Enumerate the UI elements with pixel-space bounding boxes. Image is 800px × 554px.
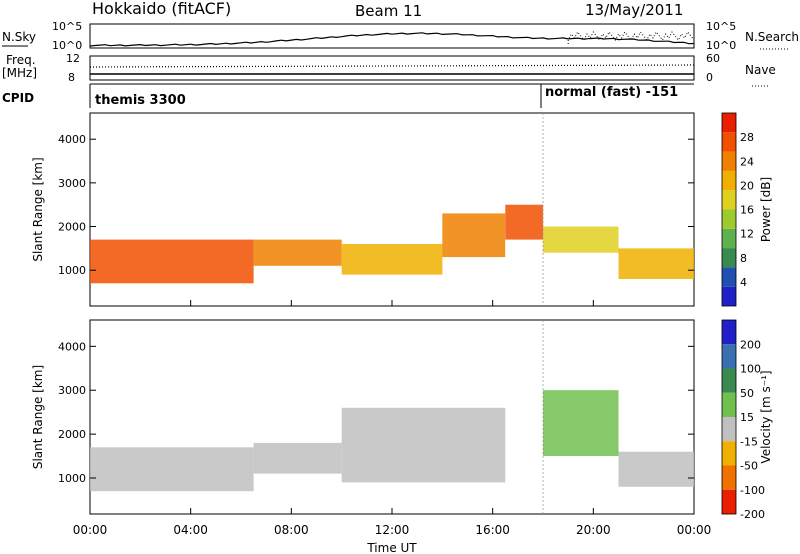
power-colorbar-tick: 20	[740, 179, 754, 192]
velocity-echo-band	[543, 390, 619, 456]
power-colorbar-segment	[722, 132, 736, 152]
velocity-colorbar-segment	[722, 368, 736, 393]
power-echo-band	[505, 204, 544, 240]
power-colorbar-segment	[722, 209, 736, 229]
velocity-colorbar-label: Velocity [m s⁻¹]	[759, 370, 773, 463]
x-tick-label: 12:00	[375, 523, 410, 537]
power-colorbar-tick: 12	[740, 228, 754, 241]
power-colorbar-segment	[722, 170, 736, 191]
x-tick-label: 08:00	[274, 523, 309, 537]
power-colorbar-segment	[722, 151, 736, 171]
y-tick-label: 1000	[58, 472, 86, 485]
y-tick-label: 3000	[58, 177, 86, 190]
power-panel: 1000 2000 3000 4000 Slant Range [km] 4 8 12 16 20…	[31, 112, 773, 307]
velocity-echo-band	[90, 447, 254, 492]
x-tick-label: 00:00	[73, 523, 108, 537]
velocity-echo-band	[341, 407, 506, 483]
power-colorbar-label: Power [dB]	[759, 177, 773, 242]
x-tick-label: 16:00	[475, 523, 510, 537]
date-label: 13/May/2011	[585, 1, 683, 19]
cpid-segment-1: themis 3300	[95, 93, 186, 108]
power-colorbar-frame	[721, 112, 737, 307]
nsky-line	[89, 32, 695, 47]
velocity-colorbar-segment	[722, 417, 736, 442]
cpid-segment-2: normal (fast) -151	[545, 85, 678, 100]
power-echo-band	[253, 239, 342, 266]
velocity-colorbar-tick: -50	[740, 460, 758, 473]
y-tick-label: 3000	[58, 384, 86, 397]
y-tick-label: 1000	[58, 264, 86, 277]
nsky-tick-bottom: 10^0	[52, 39, 82, 52]
power-colorbar-tick: 4	[740, 276, 747, 289]
velocity-colorbar-tick: 50	[740, 387, 754, 400]
x-tick-label: 20:00	[576, 523, 611, 537]
x-axis-label: Time UT	[366, 541, 417, 554]
velocity-colorbar-tick: -100	[740, 484, 765, 497]
x-tick-label: 04:00	[173, 523, 208, 537]
nave-label: Nave	[745, 63, 776, 77]
power-colorbar-tick: 24	[740, 155, 754, 168]
velocity-colorbar-segment	[722, 344, 736, 369]
power-echo-band	[341, 244, 443, 275]
nsearch-tick-top: 10^5	[706, 20, 736, 33]
plot-title: Hokkaido (fitACF)	[92, 0, 231, 18]
velocity-y-axis-label: Slant Range [km]	[31, 365, 45, 469]
velocity-colorbar-tick: 100	[740, 363, 761, 376]
velocity-colorbar-segment	[722, 441, 736, 466]
power-colorbar-segment	[722, 286, 736, 306]
nave-tick-bottom: 0	[706, 71, 713, 84]
beam-label: Beam 11	[355, 2, 422, 20]
power-colorbar-segment	[722, 113, 736, 133]
velocity-panel: 1000 2000 3000 4000 Slant Range [km] 200 100 50…	[31, 319, 773, 521]
power-colorbar-tick: 16	[740, 204, 754, 217]
velocity-colorbar-segment	[722, 320, 736, 345]
power-colorbar-segment	[722, 267, 736, 287]
cpid-label: CPID	[2, 91, 34, 105]
y-tick-label: 4000	[58, 133, 86, 146]
y-tick-label: 2000	[58, 428, 86, 441]
freq-label-line2: [MHz]	[2, 66, 37, 80]
power-colorbar-segment	[722, 248, 736, 268]
freq-tick-bottom: 8	[68, 71, 75, 84]
y-tick-label: 4000	[58, 340, 86, 353]
nsearch-label: N.Search	[745, 30, 799, 44]
velocity-colorbar-tick: 15	[740, 411, 754, 424]
power-echo-band	[442, 213, 506, 258]
velocity-colorbar-tick: -15	[740, 435, 758, 448]
power-y-axis-label: Slant Range [km]	[31, 157, 45, 261]
velocity-colorbar-tick: 200	[740, 338, 761, 351]
power-colorbar-segment	[722, 190, 736, 210]
nsky-strip-frame	[89, 23, 695, 49]
nsearch-tick-bottom: 10^0	[706, 39, 736, 52]
velocity-echo-band	[618, 451, 694, 487]
velocity-colorbar-segment	[722, 392, 736, 418]
x-tick-label: 00:00	[677, 523, 712, 537]
power-colorbar-tick: 8	[740, 252, 747, 265]
velocity-colorbar-segment	[722, 489, 736, 515]
nave-tick-top: 60	[706, 52, 720, 65]
velocity-colorbar-frame	[721, 319, 737, 515]
power-echo-band	[618, 248, 694, 279]
power-colorbar-tick: 28	[740, 131, 754, 144]
nsky-label: N.Sky	[2, 30, 36, 44]
power-echo-band	[543, 226, 619, 253]
power-echo-band	[90, 239, 254, 284]
power-colorbar-segment	[722, 228, 736, 249]
velocity-colorbar-tick: -200	[740, 508, 765, 521]
y-tick-label: 2000	[58, 221, 86, 234]
velocity-colorbar-segment	[722, 465, 736, 490]
velocity-echo-band	[253, 442, 342, 474]
nave-line	[89, 64, 695, 68]
nsky-tick-top: 10^5	[52, 20, 82, 33]
time-axis: 00:00 04:00 08:00 12:00 16:00 20:00 00:00	[73, 300, 712, 537]
freq-label-line1: Freq.	[6, 53, 36, 67]
freq-tick-top: 12	[66, 52, 80, 65]
freq-strip-frame	[89, 55, 695, 81]
